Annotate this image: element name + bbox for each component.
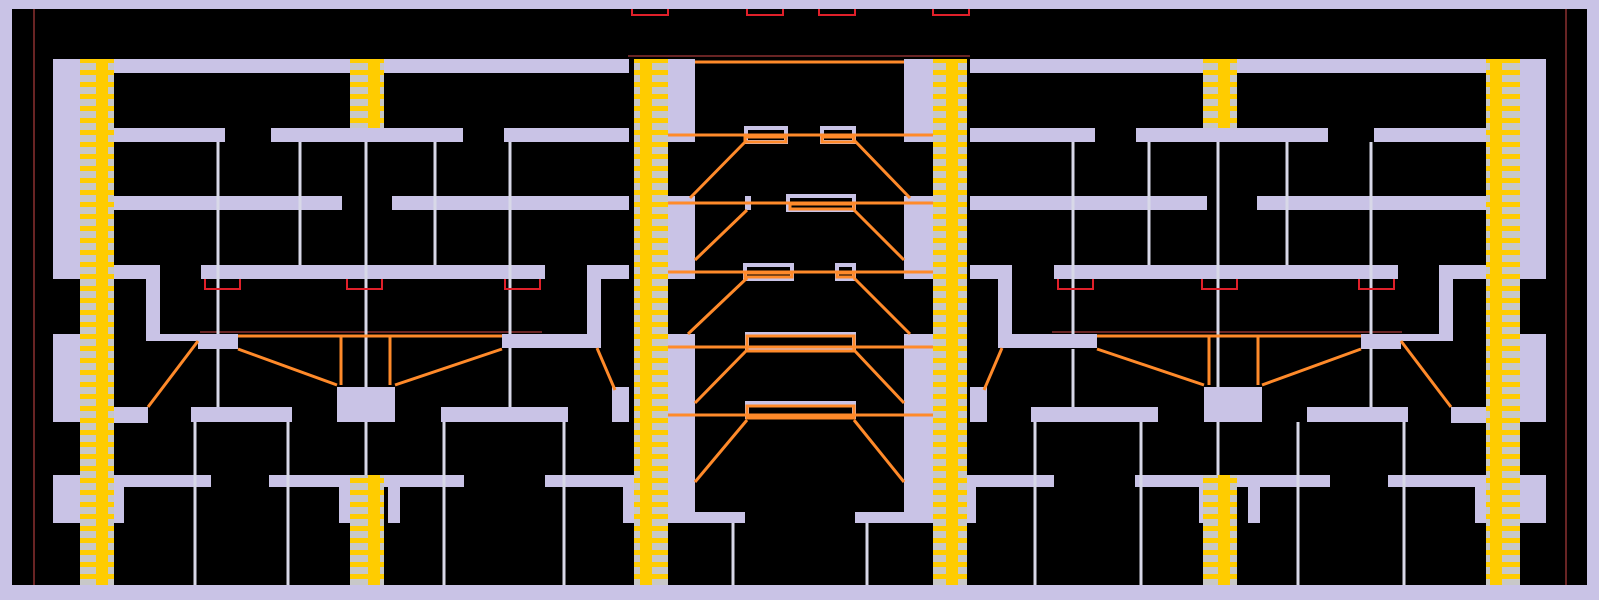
ladder-left-bottom (350, 475, 384, 585)
top-hazard-markers (631, 9, 970, 16)
ladder-left-outer (80, 59, 114, 585)
ladder-left-top (350, 59, 384, 128)
rope-bridges (146, 60, 1453, 483)
ladders (80, 59, 1520, 585)
ladder-right-top (1203, 59, 1237, 128)
right-wing-walls (964, 59, 1546, 523)
ladder-center-left (634, 59, 668, 585)
hazard-markers (204, 279, 1395, 290)
left-wing-walls (53, 59, 635, 523)
central-shaft-walls (665, 59, 934, 523)
vertical-poles (193, 142, 1406, 585)
boundary-lines (33, 9, 1567, 585)
ladder-center-right (933, 59, 967, 585)
ladder-right-outer (1486, 59, 1520, 585)
ladder-right-bottom (1203, 475, 1237, 585)
